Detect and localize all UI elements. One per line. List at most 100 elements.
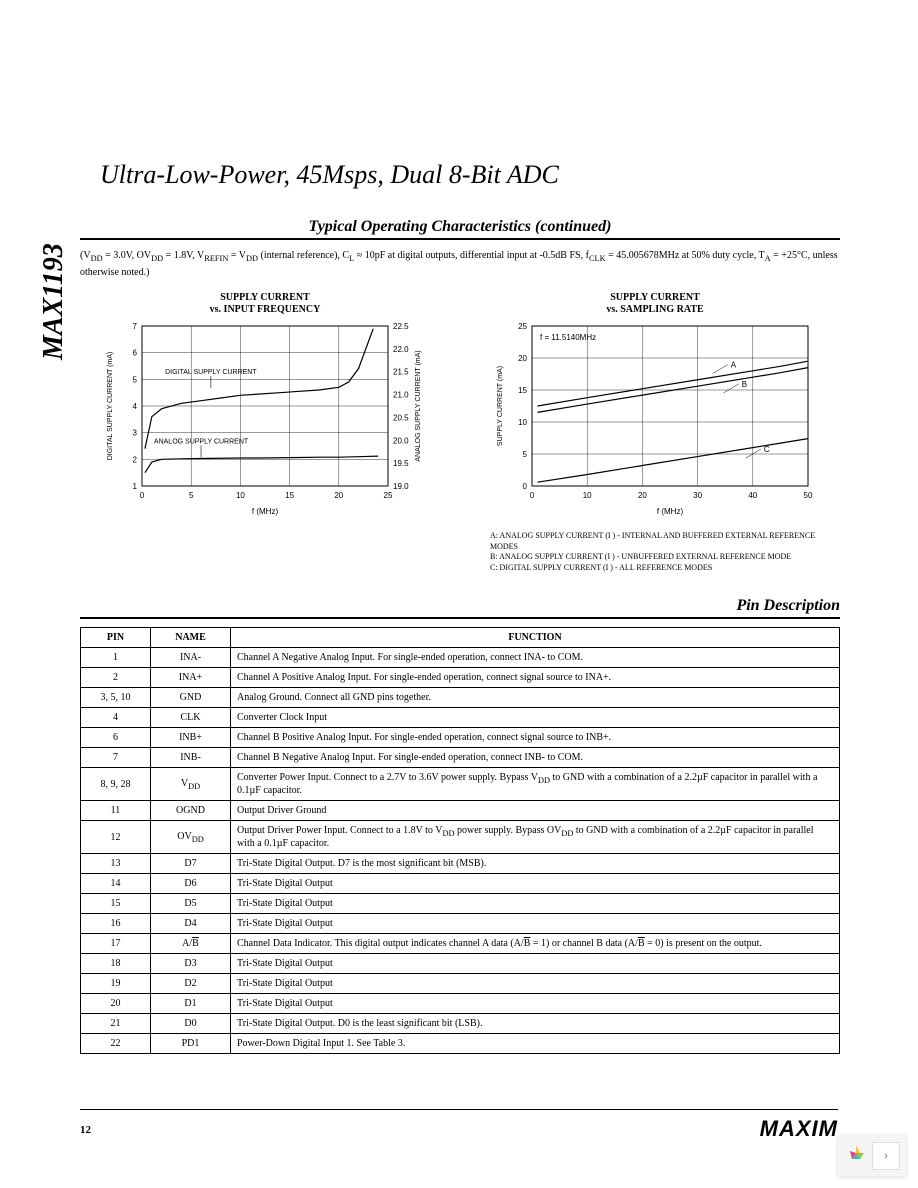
pin-cell: 14 [81, 874, 151, 894]
pin-cell: 16 [81, 914, 151, 934]
name-cell: D3 [151, 954, 231, 974]
name-cell: PD1 [151, 1034, 231, 1054]
pin-cell: 6 [81, 728, 151, 748]
svg-text:20.0: 20.0 [393, 437, 409, 446]
svg-text:SUPPLY CURRENT (mA): SUPPLY CURRENT (mA) [497, 366, 504, 446]
svg-text:1: 1 [133, 482, 138, 491]
svg-text:25: 25 [384, 491, 393, 500]
svg-text:25: 25 [518, 322, 527, 331]
section-rule [80, 238, 840, 240]
part-number: MAX1193 [38, 243, 70, 360]
nav-widget: › [838, 1135, 906, 1176]
function-cell: Tri-State Digital Output [231, 894, 840, 914]
function-cell: Channel B Negative Analog Input. For sin… [231, 748, 840, 768]
svg-text:0: 0 [140, 491, 145, 500]
function-cell: Channel Data Indicator. This digital out… [231, 934, 840, 954]
function-cell: Tri-State Digital Output [231, 954, 840, 974]
svg-text:7: 7 [133, 322, 138, 331]
pin-cell: 20 [81, 994, 151, 1014]
pin-cell: 12 [81, 821, 151, 854]
col-pin: PIN [81, 628, 151, 648]
nav-next-button[interactable]: › [872, 1142, 900, 1170]
function-cell: Tri-State Digital Output. D7 is the most… [231, 854, 840, 874]
svg-text:A: A [731, 361, 737, 370]
function-cell: Converter Clock Input [231, 708, 840, 728]
chart2-title-1: SUPPLY CURRENT [610, 292, 700, 303]
svg-text:5: 5 [133, 376, 138, 385]
svg-text:5: 5 [523, 450, 528, 459]
footer-rule [80, 1109, 838, 1110]
function-cell: Channel A Positive Analog Input. For sin… [231, 668, 840, 688]
function-cell: Output Driver Power Input. Connect to a … [231, 821, 840, 854]
pin-cell: 18 [81, 954, 151, 974]
pin-cell: 15 [81, 894, 151, 914]
name-cell: D2 [151, 974, 231, 994]
chart-supply-vs-sampling-rate: SUPPLY CURRENT vs. SAMPLING RATE 0 10 20 30… [490, 292, 820, 573]
svg-text:ANALOG SUPPLY CURRENT (mA): ANALOG SUPPLY CURRENT (mA) [415, 351, 422, 462]
table-row: 19D2Tri-State Digital Output [81, 974, 840, 994]
svg-text:6: 6 [133, 349, 138, 358]
svg-text:20: 20 [638, 491, 647, 500]
svg-text:DIGITAL SUPPLY CURRENT (mA): DIGITAL SUPPLY CURRENT (mA) [107, 352, 114, 461]
svg-text:30: 30 [693, 491, 702, 500]
section-header-pin: Pin Description [80, 597, 840, 615]
svg-text:40: 40 [748, 491, 757, 500]
section-rule-2 [80, 617, 840, 619]
chart2-title-2: vs. SAMPLING RATE [606, 304, 703, 315]
svg-text:19.0: 19.0 [393, 482, 409, 491]
col-function: FUNCTION [231, 628, 840, 648]
table-row: 6INB+Channel B Positive Analog Input. Fo… [81, 728, 840, 748]
svg-text:15: 15 [285, 491, 294, 500]
name-cell: INA+ [151, 668, 231, 688]
table-row: 21D0Tri-State Digital Output. D0 is the … [81, 1014, 840, 1034]
name-cell: OVDD [151, 821, 231, 854]
function-cell: Tri-State Digital Output [231, 994, 840, 1014]
function-cell: Channel B Positive Analog Input. For sin… [231, 728, 840, 748]
svg-text:15: 15 [518, 386, 527, 395]
pin-description-table: PIN NAME FUNCTION 1INA-Channel A Negativ… [80, 627, 840, 1054]
pin-cell: 17 [81, 934, 151, 954]
svg-text:0: 0 [530, 491, 535, 500]
svg-text:10: 10 [236, 491, 245, 500]
table-row: 12OVDDOutput Driver Power Input. Connect… [81, 821, 840, 854]
pin-cell: 4 [81, 708, 151, 728]
table-row: 2INA+Channel A Positive Analog Input. Fo… [81, 668, 840, 688]
col-name: NAME [151, 628, 231, 648]
svg-text:f (MHz): f (MHz) [657, 507, 684, 516]
svg-text:3: 3 [133, 429, 138, 438]
pin-cell: 22 [81, 1034, 151, 1054]
name-cell: D5 [151, 894, 231, 914]
table-row: 17A/BChannel Data Indicator. This digita… [81, 934, 840, 954]
maxim-logo: MAXIM [760, 1116, 838, 1142]
name-cell: VDD [151, 768, 231, 801]
chart-supply-vs-input-freq: SUPPLY CURRENT vs. INPUT FREQUENCY 05101… [100, 292, 430, 573]
function-cell: Tri-State Digital Output [231, 914, 840, 934]
pin-cell: 13 [81, 854, 151, 874]
name-cell: D7 [151, 854, 231, 874]
svg-text:5: 5 [189, 491, 194, 500]
function-cell: Tri-State Digital Output [231, 874, 840, 894]
name-cell: D6 [151, 874, 231, 894]
svg-text:21.0: 21.0 [393, 391, 409, 400]
name-cell: CLK [151, 708, 231, 728]
main-content: Typical Operating Characteristics (conti… [80, 218, 840, 1054]
table-row: 16D4Tri-State Digital Output [81, 914, 840, 934]
test-conditions: (VDD = 3.0V, OVDD = 1.8V, VREFIN = VDD (… [80, 248, 840, 280]
name-cell: INB- [151, 748, 231, 768]
svg-text:19.5: 19.5 [393, 460, 409, 469]
table-header-row: PIN NAME FUNCTION [81, 628, 840, 648]
svg-text:B: B [742, 380, 747, 389]
table-row: 11OGNDOutput Driver Ground [81, 801, 840, 821]
pin-cell: 8, 9, 28 [81, 768, 151, 801]
svg-text:0: 0 [523, 482, 528, 491]
chart1-svg: 0510152025123456719.019.520.020.521.021.… [100, 320, 430, 520]
svg-text:10: 10 [583, 491, 592, 500]
pin-cell: 2 [81, 668, 151, 688]
function-cell: Channel A Negative Analog Input. For sin… [231, 648, 840, 668]
chart2-svg: 010203040500510152025ABCf = 11.5140MHzf … [490, 320, 820, 520]
table-row: 7INB-Channel B Negative Analog Input. Fo… [81, 748, 840, 768]
chart1-title-2: vs. INPUT FREQUENCY [210, 304, 321, 315]
table-row: 4CLKConverter Clock Input [81, 708, 840, 728]
table-row: 13D7Tri-State Digital Output. D7 is the … [81, 854, 840, 874]
pin-cell: 11 [81, 801, 151, 821]
